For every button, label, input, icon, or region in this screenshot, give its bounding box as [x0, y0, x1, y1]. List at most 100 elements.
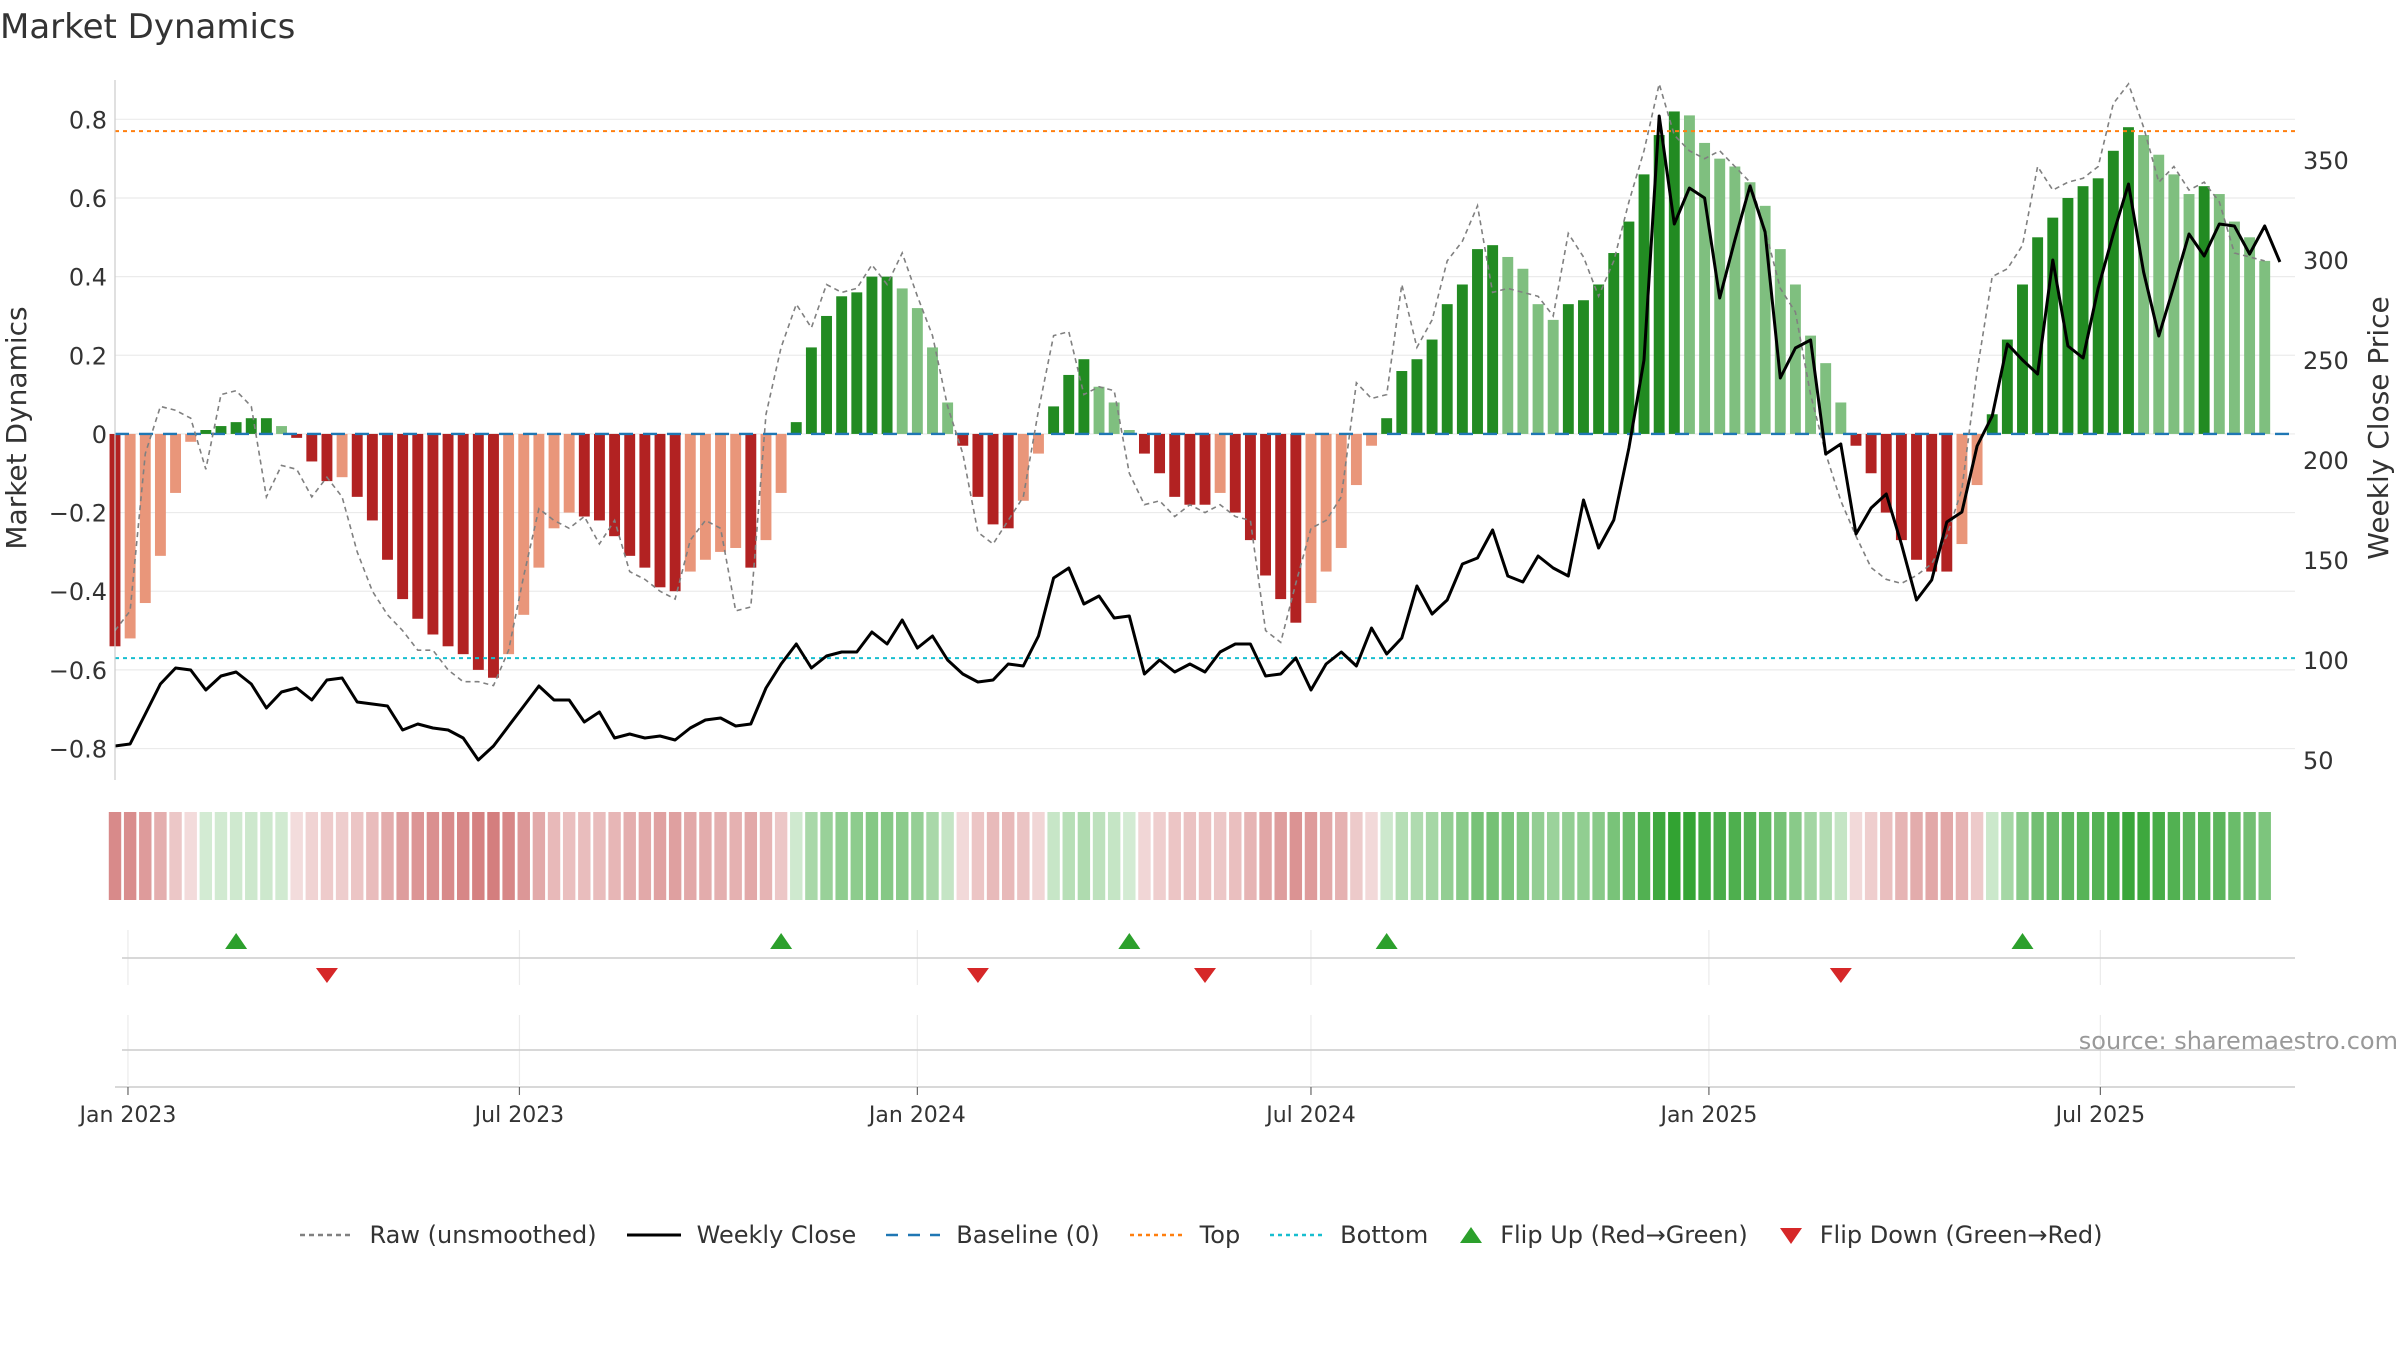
- regime-cell: [1017, 812, 1030, 900]
- legend-swatch: [1779, 1228, 1802, 1244]
- legend-swatch: [1270, 1233, 1325, 1237]
- dynamics-bar: [382, 433, 393, 560]
- y-left-tick-label: −0.2: [49, 500, 107, 528]
- dynamics-bar: [1411, 359, 1423, 434]
- dynamics-bar: [1214, 433, 1226, 493]
- regime-cell: [335, 812, 349, 900]
- regime-cell: [2182, 812, 2196, 900]
- dynamics-bar: [866, 276, 878, 434]
- dynamics-bar: [563, 433, 575, 513]
- dynamics-bar: [1668, 111, 1680, 434]
- dynamics-bar: [609, 433, 621, 537]
- dynamics-bar: [1820, 363, 1832, 434]
- regime-cell: [1516, 812, 1530, 900]
- dynamics-bar: [1517, 268, 1529, 434]
- regime-cell: [2152, 812, 2165, 900]
- regime-cell: [2076, 812, 2090, 900]
- regime-cell: [1001, 812, 1015, 900]
- regime-cell: [381, 812, 394, 900]
- chart-title: Market Dynamics: [0, 7, 295, 47]
- regime-cell: [1229, 812, 1242, 900]
- y-left-tick-label: 0.6: [69, 185, 107, 213]
- regime-cell: [1895, 812, 1908, 900]
- flip-markers-panel: [122, 930, 2295, 985]
- regime-cell: [2213, 812, 2226, 900]
- dynamics-bar: [775, 433, 787, 493]
- dynamics-bar: [1017, 433, 1029, 501]
- regime-cell: [1774, 812, 1787, 900]
- dynamics-bar: [351, 433, 363, 497]
- x-tick-label: Jul 2024: [1264, 1103, 1356, 1128]
- legend-item: Bottom: [1268, 1221, 1428, 1249]
- regime-cell: [1637, 812, 1651, 900]
- dynamics-bar: [2259, 260, 2271, 434]
- y-axis-left-label: Market Dynamics: [0, 306, 33, 549]
- regime-cell: [1062, 812, 1075, 900]
- regime-cell: [1577, 812, 1590, 900]
- regime-cell: [2031, 812, 2044, 900]
- dynamics-bar: [321, 433, 333, 482]
- regime-cell: [1789, 812, 1802, 900]
- dynamics-bar: [2092, 178, 2104, 434]
- regime-cell: [1940, 812, 1954, 900]
- regime-cell: [1304, 812, 1318, 900]
- flip-up-marker: [2011, 933, 2034, 949]
- regime-cell: [1531, 812, 1545, 900]
- dynamics-bar: [1093, 386, 1105, 434]
- dynamics-bar: [276, 426, 287, 434]
- legend-label: Top: [1199, 1221, 1241, 1249]
- legend-swatch: [626, 1233, 681, 1237]
- flip-up-marker: [225, 933, 248, 949]
- dynamics-bar: [2123, 127, 2134, 434]
- dynamics-bar: [578, 433, 590, 517]
- y-right-tick-label: 250: [2303, 347, 2349, 375]
- dynamics-bar: [1865, 433, 1877, 474]
- regime-cell: [865, 812, 879, 900]
- dynamics-bar: [972, 433, 984, 497]
- dynamics-bar: [699, 433, 711, 560]
- dynamics-bar: [170, 433, 182, 493]
- regime-cell: [1698, 812, 1711, 900]
- dynamics-bar: [215, 426, 227, 434]
- regime-cell: [668, 812, 682, 900]
- x-tick-label: Jan 2025: [1658, 1103, 1757, 1128]
- regime-cell: [1910, 812, 1923, 900]
- dynamics-bar: [518, 433, 530, 615]
- weekly-close-line: [114, 114, 2282, 762]
- regime-cell: [1259, 812, 1272, 900]
- dynamics-bar: [2228, 221, 2240, 434]
- dynamics-bar: [1911, 433, 1922, 560]
- regime-cell: [1622, 812, 1636, 900]
- regime-cell: [2107, 812, 2120, 900]
- dynamics-bar: [1184, 433, 1196, 505]
- dynamics-bar: [639, 433, 651, 568]
- regime-cell: [532, 812, 546, 900]
- dynamics-bar: [1456, 284, 1468, 434]
- regime-cell: [1274, 812, 1287, 900]
- regime-cell: [1713, 812, 1726, 900]
- legend-item: Flip Up (Red→Green): [1456, 1221, 1748, 1249]
- regime-cell: [699, 812, 712, 900]
- regime-cell: [411, 812, 424, 900]
- regime-cell: [154, 812, 167, 900]
- dynamics-bar: [1138, 433, 1150, 454]
- dynamics-bar: [1744, 182, 1756, 434]
- regime-cell: [1607, 812, 1620, 900]
- regime-cell: [1350, 812, 1363, 900]
- regime-cell: [1925, 812, 1938, 900]
- legend-item: Baseline (0): [884, 1221, 1100, 1249]
- regime-cell: [2061, 812, 2075, 900]
- regime-cell: [426, 812, 440, 900]
- dynamics-bar: [412, 433, 424, 619]
- dynamics-bar: [2153, 154, 2165, 434]
- dynamics-bar: [1244, 433, 1256, 541]
- dynamics-bar: [1789, 284, 1801, 434]
- regime-cell: [1668, 812, 1681, 900]
- regime-cell: [1153, 812, 1166, 900]
- dynamics-bar: [1623, 221, 1635, 434]
- dynamics-bar: [2062, 197, 2074, 434]
- dynamics-bar: [336, 433, 348, 478]
- dynamics-bar: [306, 433, 318, 462]
- dynamics-bar: [260, 418, 272, 434]
- regime-cell: [1562, 812, 1575, 900]
